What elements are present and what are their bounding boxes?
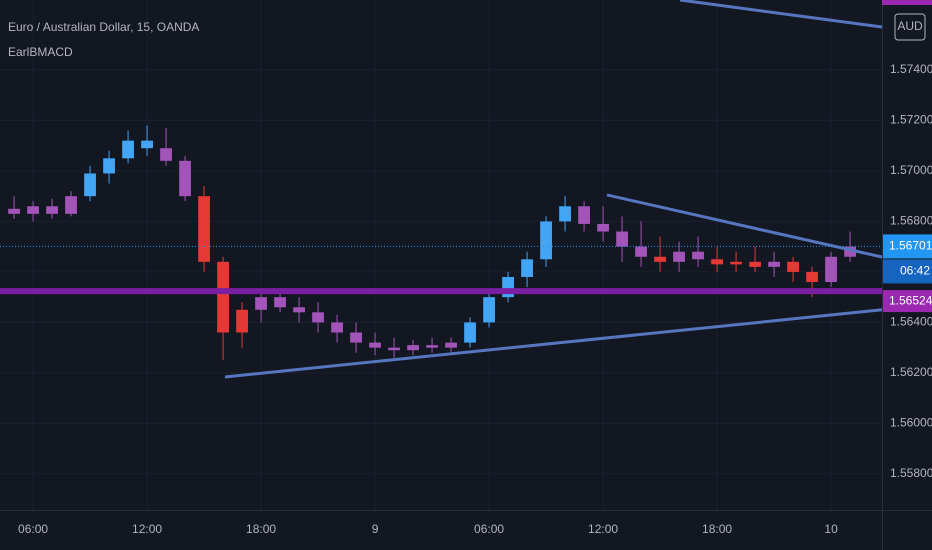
chart-title: Euro / Australian Dollar, 15, OANDA <box>8 20 199 34</box>
x-tick-label: 18:00 <box>246 522 276 536</box>
trend-line <box>606 193 883 259</box>
level-box <box>883 290 932 313</box>
countdown-box <box>883 259 932 284</box>
candle-body <box>84 173 96 197</box>
candle-body <box>445 342 457 348</box>
candle-body <box>540 221 552 260</box>
candle-body <box>331 322 343 333</box>
candle-body <box>730 261 742 265</box>
candle-body <box>217 261 229 333</box>
trend-line <box>679 0 883 29</box>
candle-body <box>464 322 476 343</box>
currency: AUD <box>897 19 923 33</box>
candle-body <box>293 307 305 313</box>
candle-body <box>711 259 723 265</box>
axes: 1.558001.560001.562001.564001.566001.568… <box>18 62 932 536</box>
candle-body <box>521 259 533 277</box>
candle-body <box>8 208 20 214</box>
candle-body <box>825 256 837 283</box>
candle-body <box>369 342 381 348</box>
level-label: 1.56524 <box>889 293 932 307</box>
x-tick-label: 9 <box>372 522 379 536</box>
candle-body <box>578 206 590 224</box>
y-tick-label: 1.56000 <box>890 416 932 430</box>
candle-body <box>255 297 267 310</box>
y-tick-label: 1.57000 <box>890 163 932 177</box>
y-tick-label: 1.55800 <box>890 466 932 480</box>
candle-body <box>198 196 210 262</box>
indicator-name: EarlBMACD <box>8 45 73 59</box>
plot-area <box>0 0 883 510</box>
candle-body <box>274 297 286 308</box>
candle-body <box>635 246 647 257</box>
candle-body <box>692 251 704 260</box>
candle-body <box>350 332 362 343</box>
x-tick-label: 18:00 <box>702 522 732 536</box>
top-marker <box>882 0 932 5</box>
y-tick-label: 1.57400 <box>890 62 932 76</box>
candle-body <box>597 223 609 232</box>
currency-box <box>894 13 926 41</box>
current-price-label: 1.56701 <box>889 239 932 253</box>
candle-body <box>673 251 685 262</box>
candle-body <box>654 256 666 262</box>
x-tick-label: 12:00 <box>588 522 618 536</box>
y-tick-label: 1.56400 <box>890 315 932 329</box>
countdown-label: 06:42 <box>900 264 930 278</box>
candle-body <box>502 276 514 298</box>
candle-body <box>768 261 780 267</box>
candle-body <box>749 261 761 267</box>
x-tick-label: 12:00 <box>132 522 162 536</box>
candle-body <box>559 206 571 222</box>
candle-body <box>806 271 818 283</box>
candle-body <box>141 140 153 149</box>
candle-body <box>179 160 191 197</box>
y-tick-label: 1.56200 <box>890 365 932 379</box>
candle-body <box>787 261 799 272</box>
candle-body <box>616 231 628 247</box>
candle-body <box>844 246 856 257</box>
candle-body <box>236 309 248 333</box>
candle-body <box>27 206 39 214</box>
candle-body <box>483 297 495 323</box>
candle-body <box>388 347 400 351</box>
candle-body <box>426 345 438 348</box>
candle-body <box>46 206 58 214</box>
candle-body <box>122 140 134 159</box>
x-tick-label: 06:00 <box>18 522 48 536</box>
trend-line <box>224 308 883 379</box>
current-price-box <box>883 234 932 259</box>
candle-body <box>65 196 77 214</box>
x-tick-label: 10 <box>824 522 838 536</box>
candle-body <box>407 345 419 351</box>
candle-body <box>312 312 324 323</box>
y-tick-label: 1.57200 <box>890 113 932 127</box>
candle-body <box>160 148 172 161</box>
x-tick-label: 06:00 <box>474 522 504 536</box>
candle-body <box>103 158 115 174</box>
y-tick-label: 1.56800 <box>890 214 932 228</box>
